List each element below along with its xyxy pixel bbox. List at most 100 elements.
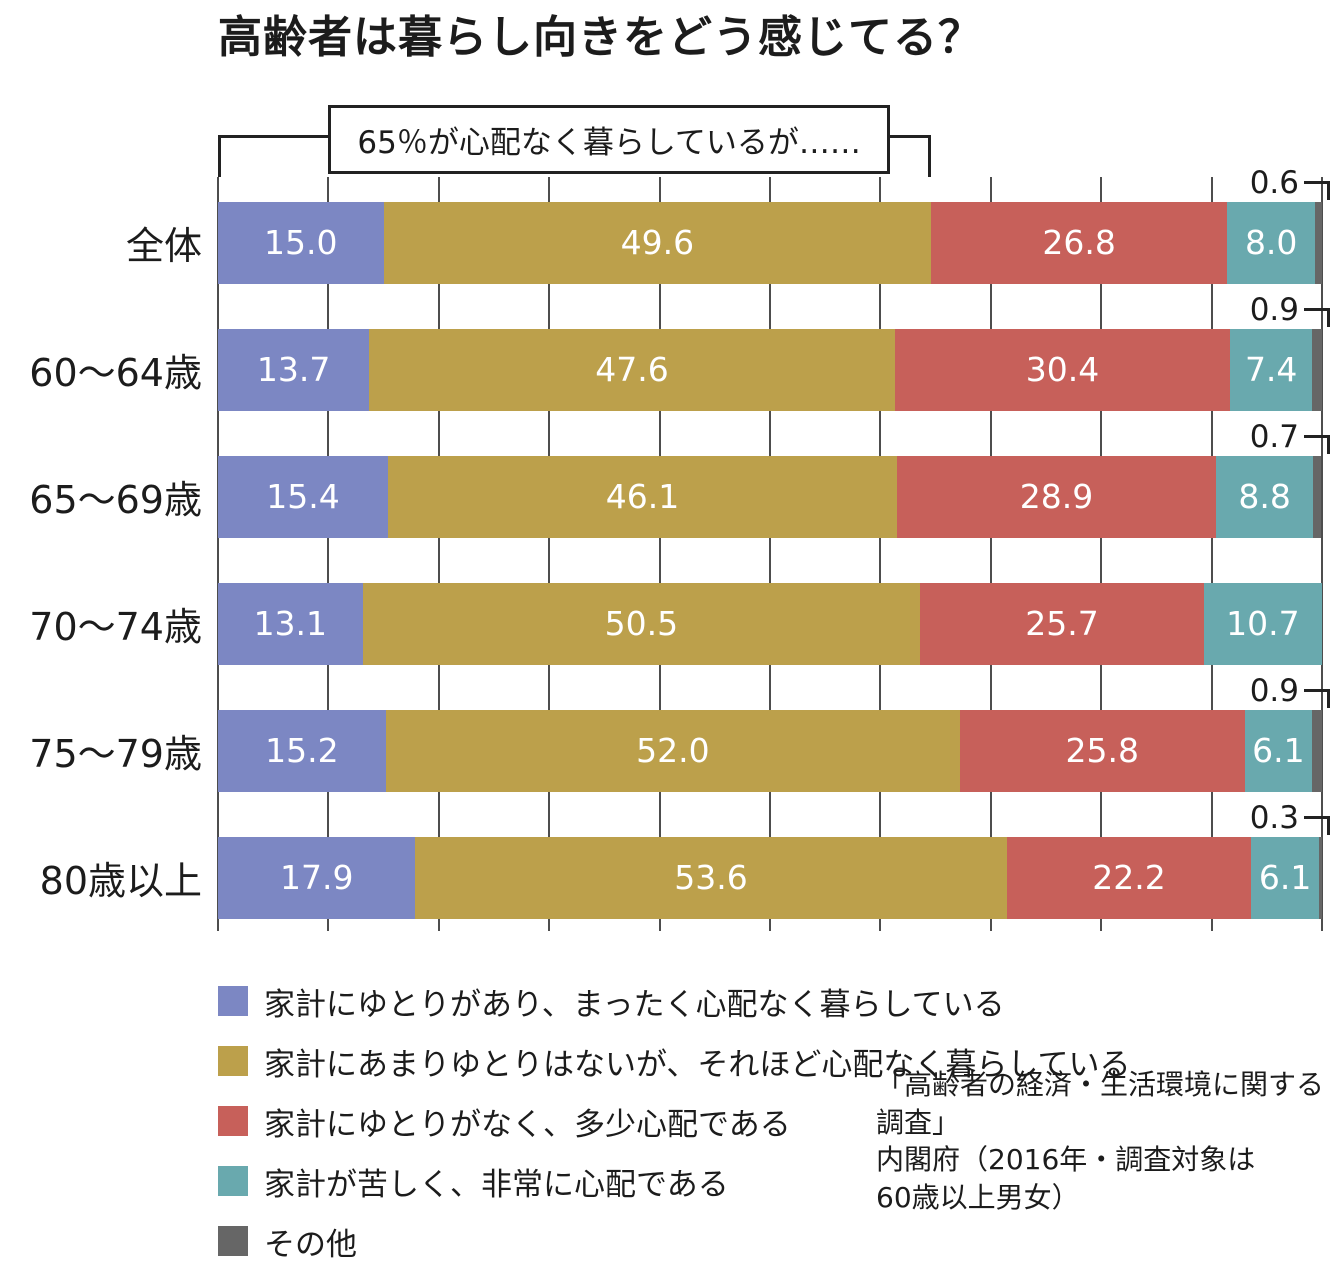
- segment-value-label: 8.8: [1238, 477, 1291, 517]
- chart-rows: 全体 15.0 49.6 26.8 8.0 0.6 60〜64歳 13.7 47.6 30.4 7.…: [29, 166, 1330, 939]
- bar-segment: 25.7: [920, 582, 1204, 665]
- other-value: 0.9: [1249, 672, 1299, 709]
- legend-label: その他: [264, 1226, 357, 1263]
- segment-value-label: 50.5: [604, 604, 679, 644]
- other-value-label: 0.9: [1250, 674, 1330, 708]
- gridline: [1100, 176, 1103, 931]
- bar-segment: 15.0: [218, 201, 384, 284]
- segment-value-label: 15.2: [265, 731, 339, 771]
- segment-value-label: 30.4: [1025, 350, 1100, 390]
- chart-row: 60〜64歳 13.7 47.6 30.4 7.4 0.9: [29, 293, 1330, 431]
- other-value: 0.7: [1249, 418, 1299, 455]
- other-tick: [1304, 180, 1330, 200]
- legend-item: その他: [218, 1219, 1322, 1264]
- segment-value-label: 13.7: [256, 350, 331, 390]
- bar-segment: 10.7: [1203, 582, 1322, 665]
- bar-segment: 8.0: [1227, 201, 1316, 284]
- stacked-bar: 13.7 47.6 30.4 7.4: [218, 328, 1322, 411]
- bar-segment: 50.5: [362, 582, 921, 665]
- legend-item: 家計にあまりゆとりはないが、それほど心配なく暮らしている: [218, 1039, 1322, 1084]
- stacked-bar: 15.4 46.1 28.9 8.8: [218, 455, 1322, 538]
- row-label: 80歳以上: [39, 859, 202, 904]
- legend: 家計にゆとりがあり、まったく心配なく暮らしている家計にあまりゆとりはないが、それ…: [218, 979, 1322, 1264]
- legend-swatch: [218, 1226, 248, 1257]
- other-value-label: 0.7: [1250, 420, 1330, 454]
- legend-swatch: [218, 986, 248, 1017]
- bar-segment: [1313, 455, 1321, 538]
- segment-value-label: 53.6: [674, 858, 748, 898]
- gridline: [769, 176, 771, 931]
- bar-segment: 26.8: [931, 201, 1228, 284]
- bar-segment: 6.1: [1244, 709, 1313, 792]
- segment-value-label: 25.7: [1025, 604, 1099, 644]
- chart-row: 全体 15.0 49.6 26.8 8.0 0.6: [126, 166, 1330, 304]
- row-label: 70〜74歳: [29, 605, 202, 650]
- legend-label: 家計にゆとりがあり、まったく心配なく暮らしている: [264, 986, 1005, 1023]
- bar-segment: 15.2: [218, 709, 386, 792]
- other-value: 0.6: [1249, 164, 1299, 201]
- row-label: 75〜79歳: [29, 732, 202, 777]
- bar-segment: 49.6: [383, 201, 932, 284]
- other-value: 0.3: [1249, 799, 1299, 836]
- chart-row: 75〜79歳 15.2 52.0 25.8 6.1 0.9: [29, 674, 1330, 812]
- stacked-bar: 15.2 52.0 25.8 6.1: [218, 709, 1322, 792]
- legend-swatch: [218, 1106, 248, 1137]
- chart-row: 65〜69歳 15.4 46.1 28.9 8.8 0.7: [29, 420, 1330, 558]
- gridline: [217, 176, 219, 931]
- legend-swatch: [218, 1046, 248, 1077]
- segment-value-label: 49.6: [620, 223, 695, 263]
- source-line: 「高齢者の経済・生活環境に関する調査」: [876, 1067, 1325, 1139]
- bar-segment: 17.9: [218, 836, 416, 919]
- gridline: [327, 176, 330, 931]
- gridline: [1321, 176, 1323, 931]
- row-label: 65〜69歳: [29, 478, 202, 523]
- source-note: 「高齢者の経済・生活環境に関する調査」 内閣府（2016年・調査対象は 60歳以…: [876, 1066, 1324, 1217]
- segment-value-label: 17.9: [279, 858, 354, 898]
- annotation-box: 65％が心配なく暮らしているが……: [328, 104, 890, 174]
- other-tick: [1304, 434, 1330, 454]
- gridline: [879, 176, 882, 931]
- legend-label: 家計が苦しく、非常に心配である: [264, 1166, 729, 1203]
- chart-title: 高齢者は暮らし向きをどう感じてる？: [218, 12, 983, 63]
- segment-value-label: 6.1: [1258, 858, 1312, 898]
- bar-segment: 6.1: [1251, 836, 1319, 919]
- chart-row: 80歳以上 17.9 53.6 22.2 6.1 0.3: [40, 801, 1330, 939]
- stacked-bar: 13.1 50.5 25.7 10.7: [218, 582, 1322, 665]
- other-value-label: 0.3: [1250, 801, 1330, 835]
- segment-value-label: 8.0: [1244, 223, 1298, 263]
- bar-segment: 53.6: [415, 836, 1007, 919]
- gridlines: [217, 176, 1323, 937]
- bar-segment: 22.2: [1006, 836, 1252, 919]
- segment-value-label: 15.0: [264, 223, 338, 263]
- bar-segment: 25.8: [959, 709, 1245, 792]
- bar-segment: 13.7: [218, 328, 370, 411]
- segment-value-label: 13.1: [253, 604, 328, 644]
- bar-segment: 52.0: [385, 709, 960, 792]
- bar-segment: 7.4: [1230, 328, 1313, 411]
- bar-segment: 47.6: [369, 328, 895, 411]
- segment-value-label: 10.7: [1226, 604, 1300, 644]
- bar-segment: [1318, 836, 1323, 919]
- bar-segment: [1315, 201, 1322, 284]
- bar-segment: 15.4: [218, 455, 389, 538]
- bar-segment: 30.4: [894, 328, 1231, 411]
- bar-segment: 28.9: [896, 455, 1216, 538]
- segment-value-label: 6.1: [1252, 731, 1305, 771]
- row-label: 60〜64歳: [29, 351, 202, 396]
- segment-value-label: 46.1: [605, 477, 680, 517]
- segment-value-label: 7.4: [1244, 350, 1298, 390]
- segment-value-label: 52.0: [636, 731, 710, 771]
- stacked-bar: 17.9 53.6 22.2 6.1: [218, 836, 1323, 919]
- chart-row: 70〜74歳 13.1 50.5 25.7 10.7: [29, 558, 1322, 685]
- bar-segment: 13.1: [218, 582, 363, 665]
- segment-value-label: 47.6: [595, 350, 669, 390]
- legend-label: 家計にゆとりがなく、多少心配である: [264, 1106, 791, 1143]
- chart-container: 高齢者は暮らし向きをどう感じてる？ 65％が心配なく暮らしているが…… 全体 15…: [29, 12, 1330, 1263]
- source-line: 60歳以上男女）: [876, 1181, 1080, 1215]
- other-tick: [1304, 307, 1330, 327]
- gridline: [548, 176, 551, 931]
- gridline: [1210, 176, 1213, 931]
- legend-item: 家計にゆとりがあり、まったく心配なく暮らしている: [218, 979, 1322, 1024]
- segment-value-label: 28.9: [1019, 477, 1094, 517]
- gridline: [658, 176, 661, 931]
